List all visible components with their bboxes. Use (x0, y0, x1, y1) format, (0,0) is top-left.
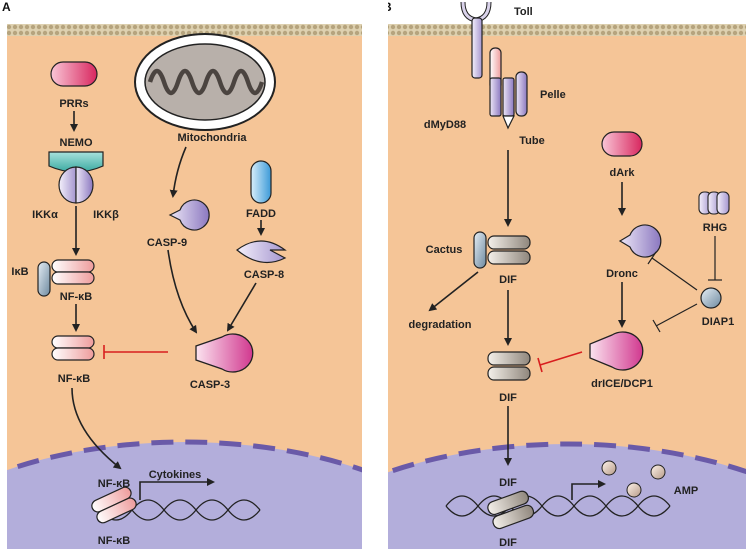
tube-label: Tube (519, 135, 544, 147)
dif-dna-top-label: DIF (499, 477, 517, 489)
dmyd88-shape-2 (502, 77, 515, 117)
pelle-shape (515, 71, 528, 117)
amp-peptide-1 (601, 460, 617, 476)
casp9-shape (168, 199, 210, 231)
nfkb-free-subunit-1 (51, 335, 95, 349)
panel-b: B Toll Pelle dMyD88 Tube Cactus DIF degr… (383, 0, 746, 549)
nfkb-free-label: NF-κB (58, 373, 90, 385)
dif-dna-subunit-2 (492, 504, 535, 530)
nuclear-envelope-b (388, 441, 746, 475)
panel-gutter (362, 0, 388, 551)
drice-shape (589, 331, 644, 371)
rhg-shape (698, 191, 730, 215)
dmyd88-shape-1 (489, 77, 502, 117)
amp-peptide-2 (626, 482, 642, 498)
prrs-receptor (50, 61, 98, 87)
arrow-cactus-degradation (428, 271, 479, 312)
drice-label: drICE/DCP1 (591, 378, 653, 390)
nucleus-a (7, 442, 362, 549)
casp9-label: CASP-9 (147, 237, 187, 249)
dif-dna-dimer (487, 490, 535, 530)
ikka-label: IKKα (32, 209, 58, 221)
drice-inhibits-dif (539, 351, 583, 366)
cactus-shape (473, 231, 487, 269)
dmyd88-label: dMyD88 (424, 119, 466, 131)
panel-a-letter: A (2, 0, 11, 14)
dark-label: dArk (609, 167, 635, 179)
cactus-label: Cactus (426, 244, 463, 256)
casp8-label: CASP-8 (244, 269, 284, 281)
nfkb-dna-top-label: NF-κB (98, 478, 130, 490)
nfkb-dna-bottom-label: NF-κB (98, 535, 130, 547)
diap1-label: DIAP1 (702, 316, 734, 328)
nfkb-subunit-1 (51, 259, 95, 273)
dif-free-subunit-2 (487, 366, 531, 381)
toll-label: Toll (514, 6, 533, 18)
dif-subunit-2 (487, 250, 531, 265)
cell-membrane-b (388, 24, 746, 36)
arrow-mito-to-casp9 (169, 146, 187, 198)
dark-shape (601, 131, 643, 157)
casp3-shape (195, 333, 254, 373)
arrow-nfkb-to-nucleus (71, 387, 122, 470)
toll-receptor-stem (471, 17, 483, 79)
ikkb-label: IKKβ (93, 209, 119, 221)
dif-dna-bottom-label: DIF (499, 537, 517, 549)
nfkb-dna-subunit-2 (96, 497, 137, 524)
cell-membrane-a (7, 24, 362, 36)
dif-complex-label: DIF (499, 274, 517, 286)
diap1-dronc-bar (647, 251, 657, 265)
arrow-casp9-to-casp3 (167, 249, 198, 334)
ikb-shape (37, 261, 51, 297)
dif-subunit-1 (487, 235, 531, 250)
casp8-shape (236, 240, 287, 264)
arrow-casp8-to-casp3 (226, 282, 257, 332)
mitochondria-cristae (147, 68, 265, 96)
ikk-beta-shape (75, 166, 94, 204)
nfkb-free-subunit-2 (51, 347, 95, 361)
amp-label: AMP (674, 485, 698, 497)
dif-free-label: DIF (499, 392, 517, 404)
diap1-shape (700, 287, 722, 309)
dna-strand-a-2 (99, 499, 261, 521)
dna-strand-b-2 (445, 495, 671, 517)
fadd-label: FADD (246, 208, 276, 220)
dif-dna-subunit-1 (487, 490, 529, 516)
nfkb-dna-dimer (91, 486, 137, 524)
diap1-drice-bar (652, 319, 661, 333)
degradation-label: degradation (409, 319, 472, 331)
amp-peptide-3 (650, 464, 666, 480)
pelle-label: Pelle (540, 89, 566, 101)
nfkb-complex-label: NF-κB (60, 291, 92, 303)
cytokines-label: Cytokines (149, 469, 202, 481)
dronc-shape (618, 224, 662, 258)
dronc-label: Dronc (606, 268, 638, 280)
casp3-label: CASP-3 (190, 379, 230, 391)
fadd-shape (250, 160, 272, 204)
nfkb-subunit-2 (51, 271, 95, 285)
rhg-label: RHG (703, 222, 727, 234)
nemo-label: NEMO (60, 137, 93, 149)
diap1-inhibits-dronc (651, 257, 698, 291)
arrow-transcription-amp (571, 480, 606, 500)
drice-inhibition-bar (537, 357, 543, 373)
dif-free-subunit-1 (487, 351, 531, 366)
ikb-label: IκB (11, 266, 28, 278)
prrs-label: PRRs (59, 98, 88, 110)
tube-shape (502, 115, 515, 130)
ikk-alpha-shape (58, 166, 77, 204)
dna-strand-b-1 (445, 495, 671, 517)
panel-a: A PRRs NEMO IKKα IKKβ IκB NF-κB NF-κB (2, 0, 362, 549)
diap1-inhibits-drice (655, 303, 698, 327)
mitochondria-label: Mitochondria (177, 132, 247, 144)
arrow-transcription-cytokines (139, 478, 215, 500)
